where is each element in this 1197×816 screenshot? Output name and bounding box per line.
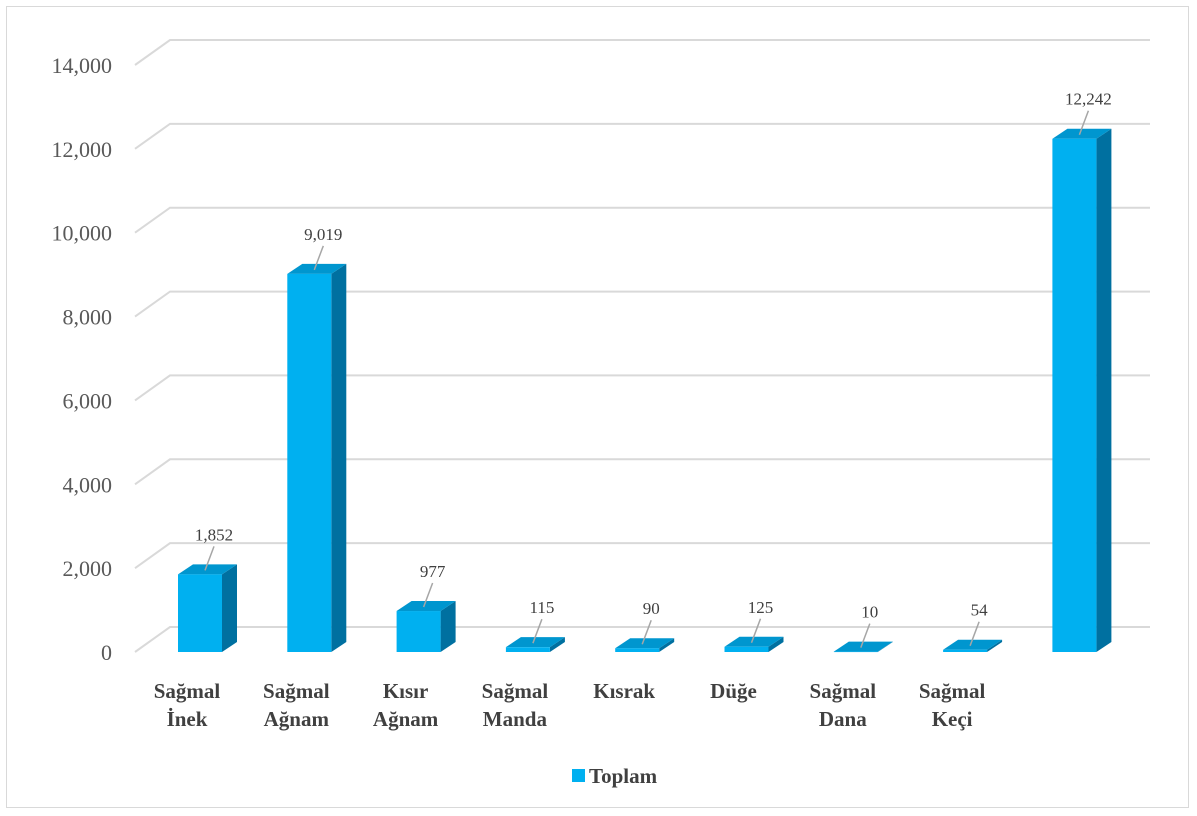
gridline [134,206,1150,234]
data-label: 125 [748,598,774,617]
legend-label: Toplam [589,764,658,788]
y-tick-label: 10,000 [52,221,113,246]
gridline [134,122,1150,150]
bar [943,639,1003,652]
bar-top [615,638,675,649]
bar-front [724,646,769,652]
x-category-label: Kısır Ağnam [373,679,439,731]
bar [396,601,456,652]
bar-side [987,639,1003,652]
bar-front [178,574,222,652]
x-category-label: Sağmal İnek [154,679,221,731]
bar-side [659,638,675,652]
data-label-leader [1078,110,1090,135]
bar-top [178,564,237,575]
data-label: 12,242 [1065,90,1112,109]
bar-side [440,601,456,652]
bar-front [615,648,660,652]
bar-side [877,641,893,652]
bar-top [505,637,565,648]
data-label: 10 [861,603,878,622]
bar-front [1052,138,1097,652]
bar-top [724,636,784,647]
bar-top [396,601,456,612]
legend-swatch [572,769,585,782]
y-tick-label: 6,000 [63,388,113,413]
y-tick-label: 14,000 [52,53,113,78]
gridline [134,374,1150,402]
bar-front [287,273,332,652]
gridline [134,458,1150,486]
bar [287,263,347,652]
x-category-label: Sağmal Ağnam [263,679,330,731]
y-axis-ticks: 0 2,000 4,000 6,000 8,000 10,000 12,000 14,000 [52,53,113,665]
bars [178,128,1112,653]
gridline [134,626,1150,653]
bar [724,636,784,652]
bar [833,641,893,653]
data-label-leader [313,245,325,271]
bar [505,637,565,652]
data-label-leader [860,623,871,648]
bar-front [396,611,441,652]
data-label: 977 [420,562,446,581]
bar [615,638,675,652]
gridline [134,542,1150,569]
y-tick-label: 0 [101,640,112,665]
x-category-label: Sağmal Manda [482,679,549,731]
data-label-leader [532,618,543,644]
data-label-leader [750,618,762,644]
bar-front [833,651,878,653]
gridline [134,290,1150,318]
bar-top [1052,128,1112,139]
x-category-label: Sağmal Dana [810,679,877,731]
legend: Toplam [572,764,658,788]
data-label-leader [422,582,434,608]
y-tick-label: 4,000 [63,472,113,497]
data-label: 9,019 [304,225,342,244]
bar-front [943,649,988,652]
data-label: 1,852 [195,525,233,544]
bar-top [287,263,347,274]
bar-side [1096,128,1112,652]
gridlines [134,39,1150,653]
y-tick-label: 8,000 [63,305,113,330]
bar-front [505,647,550,652]
x-category-label: Düğe [710,679,757,703]
data-label-leader [969,621,980,646]
data-label-leader [204,546,215,571]
bar [1052,128,1112,652]
y-tick-label: 2,000 [63,556,113,581]
bar-side [768,636,784,652]
data-label: 115 [529,598,554,617]
bar-side [222,564,237,652]
data-label: 54 [971,601,989,620]
data-label-leader [641,619,652,645]
gridline [134,39,1150,66]
x-category-label: Sağmal Keçi [919,679,986,731]
data-label: 90 [643,599,660,618]
bar-top [943,639,1003,650]
bar-side [549,637,565,652]
x-axis-categories: Sağmal İnek Sağmal Ağnam Kısır Ağnam Sağmal Man… [154,679,986,731]
y-tick-label: 12,000 [52,137,113,162]
bar [178,564,237,652]
bar-top [833,641,893,652]
x-category-label: Kısrak [593,679,655,703]
chart-frame [6,6,1189,808]
data-labels: 1,852 9,019 977 115 90 125 10 54 12,242 [195,90,1112,648]
bar-side [331,263,347,652]
